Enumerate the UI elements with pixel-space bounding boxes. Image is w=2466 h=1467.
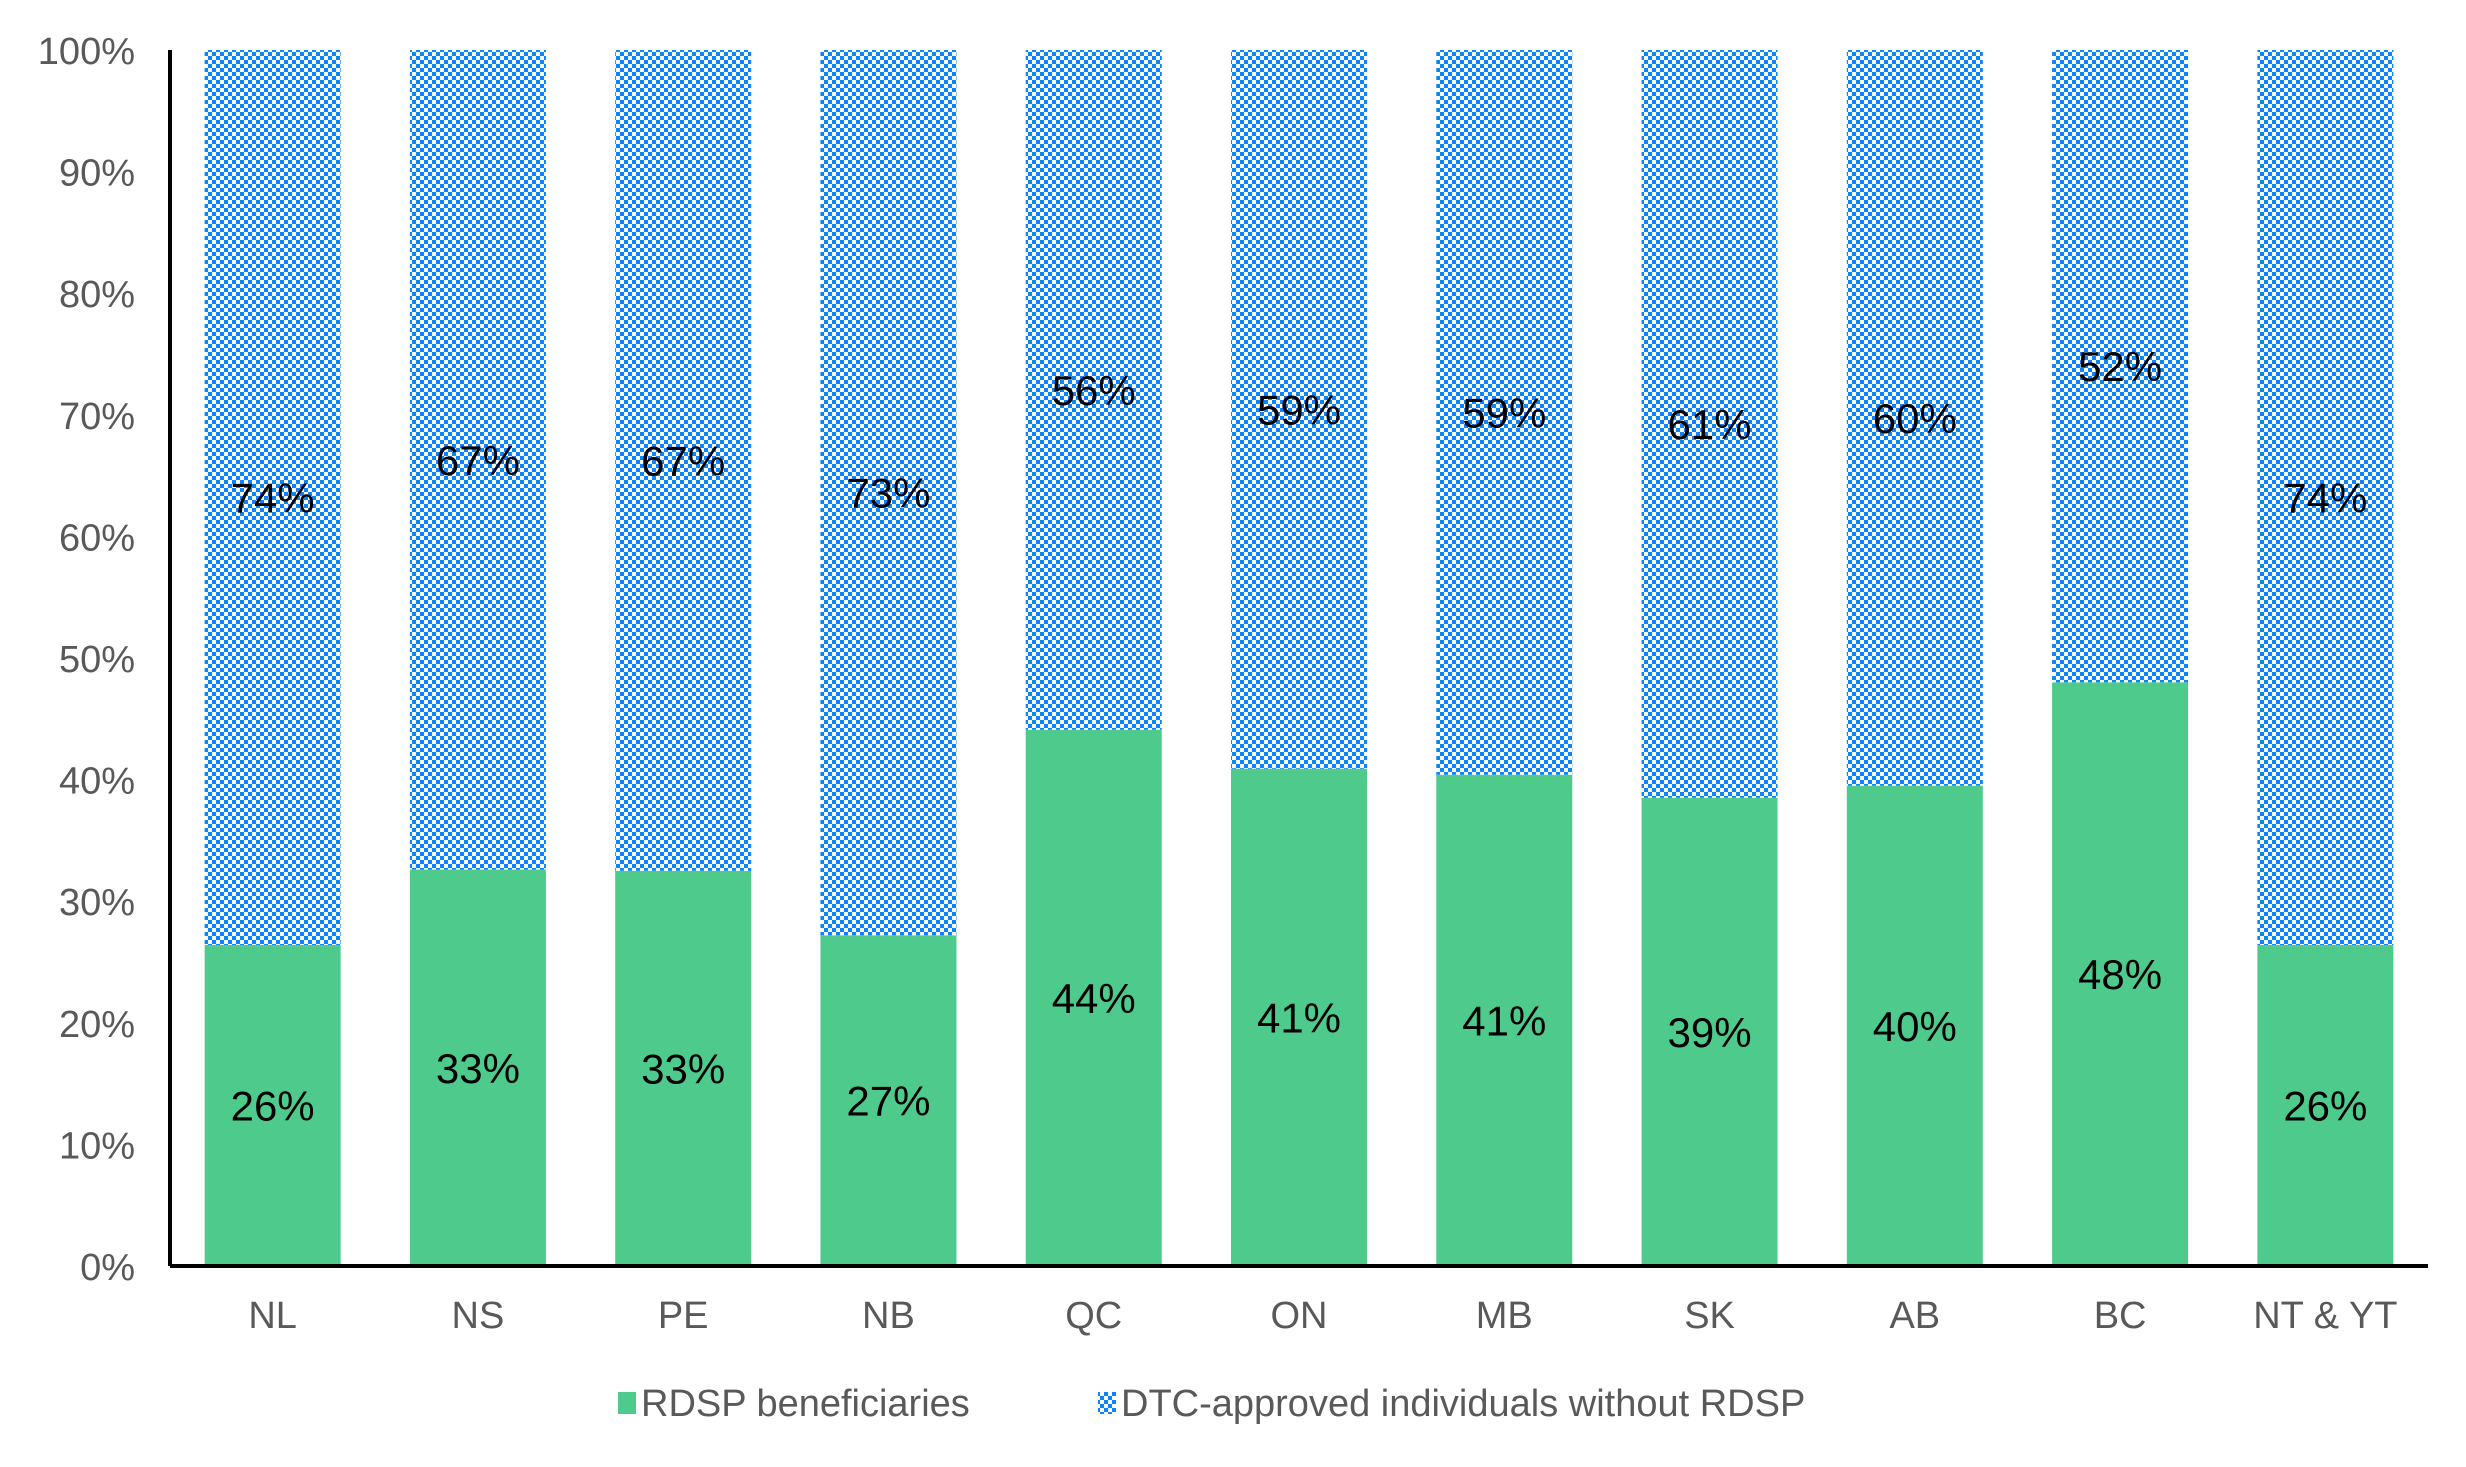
x-tick-label: BC — [2094, 1295, 2147, 1337]
bar-rdsp — [820, 935, 957, 1266]
y-tick-label: 80% — [59, 274, 135, 316]
data-label: 27% — [846, 1078, 930, 1125]
x-tick-label: AB — [1889, 1295, 1940, 1337]
y-tick-label: 20% — [59, 1004, 135, 1046]
data-label: 33% — [436, 1045, 520, 1092]
bar-rdsp — [615, 870, 752, 1266]
y-tick-label: 90% — [59, 153, 135, 195]
data-label: 67% — [436, 437, 520, 484]
x-tick-label: QC — [1065, 1295, 1122, 1337]
bar-dtc-without-rdsp — [1025, 50, 1162, 730]
x-tick-label: NL — [248, 1295, 297, 1337]
legend-swatch-rdsp — [618, 1392, 636, 1414]
data-label: 26% — [231, 1082, 315, 1129]
bar-dtc-without-rdsp — [409, 50, 546, 870]
data-label: 44% — [1052, 975, 1136, 1022]
x-tick-label: ON — [1271, 1295, 1328, 1337]
bar-dtc-without-rdsp — [1846, 50, 1983, 786]
x-tick-label: NT & YT — [2253, 1295, 2397, 1337]
bar-dtc-without-rdsp — [1231, 50, 1367, 769]
data-label: 61% — [1668, 401, 1752, 448]
bar-rdsp — [2257, 944, 2394, 1266]
data-label: 60% — [1873, 395, 1957, 442]
y-tick-label: 60% — [59, 517, 135, 559]
bar-rdsp — [2052, 682, 2189, 1266]
data-label: 59% — [1257, 386, 1341, 433]
data-label: 41% — [1462, 997, 1546, 1044]
bar-dtc-without-rdsp — [1641, 50, 1778, 798]
bar-rdsp — [1641, 797, 1778, 1266]
legend-label: RDSP beneficiaries — [641, 1383, 970, 1425]
bar-rdsp — [409, 869, 546, 1266]
data-label: 26% — [2283, 1082, 2367, 1129]
data-label: 48% — [2078, 951, 2162, 998]
y-tick-label: 70% — [59, 396, 135, 438]
y-tick-label: 50% — [59, 639, 135, 681]
bar-dtc-without-rdsp — [1436, 50, 1573, 775]
data-label: 41% — [1257, 994, 1341, 1041]
y-tick-label: 30% — [59, 882, 135, 924]
x-tick-label: NS — [452, 1295, 505, 1337]
data-label: 59% — [1462, 389, 1546, 436]
legend-swatch-dtc — [1098, 1392, 1116, 1414]
data-label: 52% — [2078, 343, 2162, 390]
data-label: 56% — [1052, 367, 1136, 414]
legend-label: DTC-approved individuals without RDSP — [1121, 1383, 1805, 1425]
bar-rdsp — [1025, 729, 1162, 1266]
y-tick-label: 0% — [80, 1247, 135, 1289]
bar-dtc-without-rdsp — [2257, 50, 2394, 945]
data-label: 74% — [231, 474, 315, 521]
data-label: 33% — [641, 1045, 725, 1092]
bar-dtc-without-rdsp — [204, 50, 341, 945]
bar-rdsp — [1231, 768, 1367, 1266]
bar-dtc-without-rdsp — [615, 50, 752, 871]
x-tick-label: NB — [862, 1295, 915, 1337]
y-tick-label: 10% — [59, 1125, 135, 1167]
data-label: 73% — [846, 470, 930, 517]
bar-dtc-without-rdsp — [2052, 50, 2189, 683]
bar-rdsp — [204, 944, 341, 1266]
bar-rdsp — [1846, 785, 1983, 1266]
x-tick-label: MB — [1476, 1295, 1533, 1337]
data-label: 39% — [1668, 1009, 1752, 1056]
bar-dtc-without-rdsp — [820, 50, 957, 936]
data-label: 40% — [1873, 1003, 1957, 1050]
x-tick-label: PE — [658, 1295, 709, 1337]
y-tick-label: 40% — [59, 761, 135, 803]
bar-rdsp — [1436, 774, 1573, 1266]
data-label: 67% — [641, 437, 725, 484]
x-tick-label: SK — [1684, 1295, 1735, 1337]
y-tick-label: 100% — [38, 31, 135, 73]
data-label: 74% — [2283, 474, 2367, 521]
